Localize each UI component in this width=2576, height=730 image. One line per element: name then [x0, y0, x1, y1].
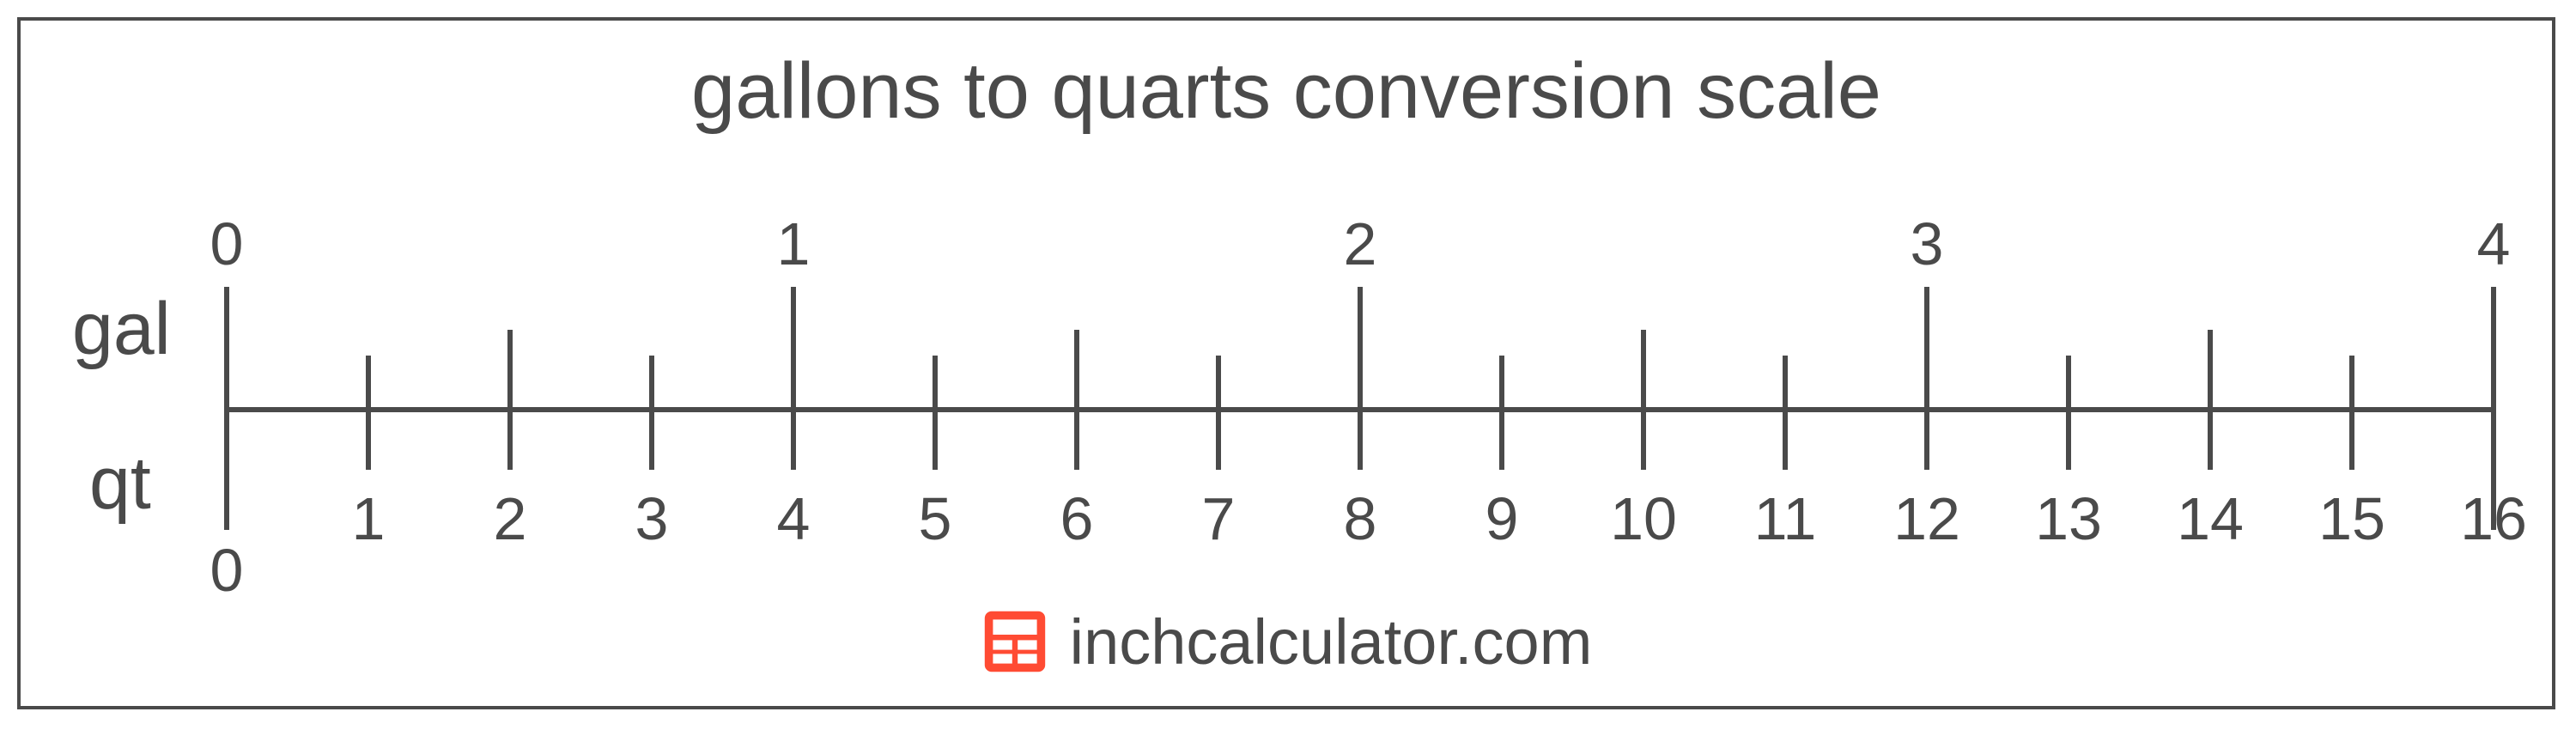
bottom-minor-tick	[1641, 410, 1646, 470]
bottom-tick-label: 14	[2177, 484, 2244, 553]
bottom-tick-label: 10	[1610, 484, 1677, 553]
top-medium-tick	[507, 330, 513, 410]
top-minor-tick	[933, 356, 938, 410]
bottom-major-tick	[224, 410, 229, 530]
top-major-tick	[1358, 287, 1363, 410]
bottom-tick-label: 12	[1893, 484, 1960, 553]
bottom-tick-label: 2	[494, 484, 527, 553]
top-tick-label: 2	[1344, 210, 1377, 278]
bottom-tick-label: 1	[352, 484, 386, 553]
bottom-minor-tick	[2208, 410, 2213, 470]
bottom-minor-tick	[507, 410, 513, 470]
top-minor-tick	[1499, 356, 1504, 410]
top-major-tick	[224, 287, 229, 410]
bottom-tick-label: 16	[2460, 484, 2527, 553]
top-major-tick	[791, 287, 796, 410]
bottom-minor-tick	[1783, 410, 1788, 470]
bottom-tick-label: 13	[2035, 484, 2102, 553]
bottom-minor-tick	[366, 410, 371, 470]
bottom-minor-tick	[1358, 410, 1363, 470]
conversion-scale: 01234012345678910111213141516	[227, 313, 2494, 502]
top-major-tick	[1924, 287, 1929, 410]
bottom-tick-label: 6	[1060, 484, 1094, 553]
calculator-logo-icon	[981, 607, 1049, 676]
top-minor-tick	[2066, 356, 2071, 410]
unit-label-top: gal	[72, 287, 171, 372]
bottom-tick-label: 8	[1344, 484, 1377, 553]
unit-label-bottom: qt	[89, 441, 151, 526]
top-minor-tick	[366, 356, 371, 410]
footer: inchcalculator.com	[21, 605, 2552, 681]
bottom-minor-tick	[649, 410, 654, 470]
top-minor-tick	[2349, 356, 2354, 410]
bottom-minor-tick	[1924, 410, 1929, 470]
bottom-tick-label: 15	[2318, 484, 2385, 553]
top-major-tick	[2491, 287, 2496, 410]
top-minor-tick	[649, 356, 654, 410]
bottom-tick-label: 3	[635, 484, 669, 553]
top-tick-label: 1	[777, 210, 811, 278]
bottom-minor-tick	[1216, 410, 1221, 470]
diagram-title: gallons to quarts conversion scale	[21, 46, 2552, 137]
top-minor-tick	[1216, 356, 1221, 410]
top-medium-tick	[1641, 330, 1646, 410]
bottom-minor-tick	[791, 410, 796, 470]
diagram-frame: gallons to quarts conversion scale gal q…	[17, 17, 2555, 709]
bottom-tick-label: 5	[919, 484, 952, 553]
bottom-tick-label: 0	[210, 536, 244, 605]
bottom-minor-tick	[2066, 410, 2071, 470]
bottom-tick-label: 7	[1202, 484, 1236, 553]
bottom-tick-label: 4	[777, 484, 811, 553]
top-minor-tick	[1783, 356, 1788, 410]
top-tick-label: 4	[2477, 210, 2511, 278]
top-tick-label: 0	[210, 210, 244, 278]
bottom-minor-tick	[933, 410, 938, 470]
top-medium-tick	[2208, 330, 2213, 410]
bottom-minor-tick	[1074, 410, 1079, 470]
top-tick-label: 3	[1911, 210, 1944, 278]
bottom-minor-tick	[2349, 410, 2354, 470]
bottom-tick-label: 9	[1485, 484, 1519, 553]
top-medium-tick	[1074, 330, 1079, 410]
bottom-minor-tick	[1499, 410, 1504, 470]
bottom-tick-label: 11	[1754, 484, 1817, 553]
footer-site-text: inchcalculator.com	[1070, 605, 1593, 678]
